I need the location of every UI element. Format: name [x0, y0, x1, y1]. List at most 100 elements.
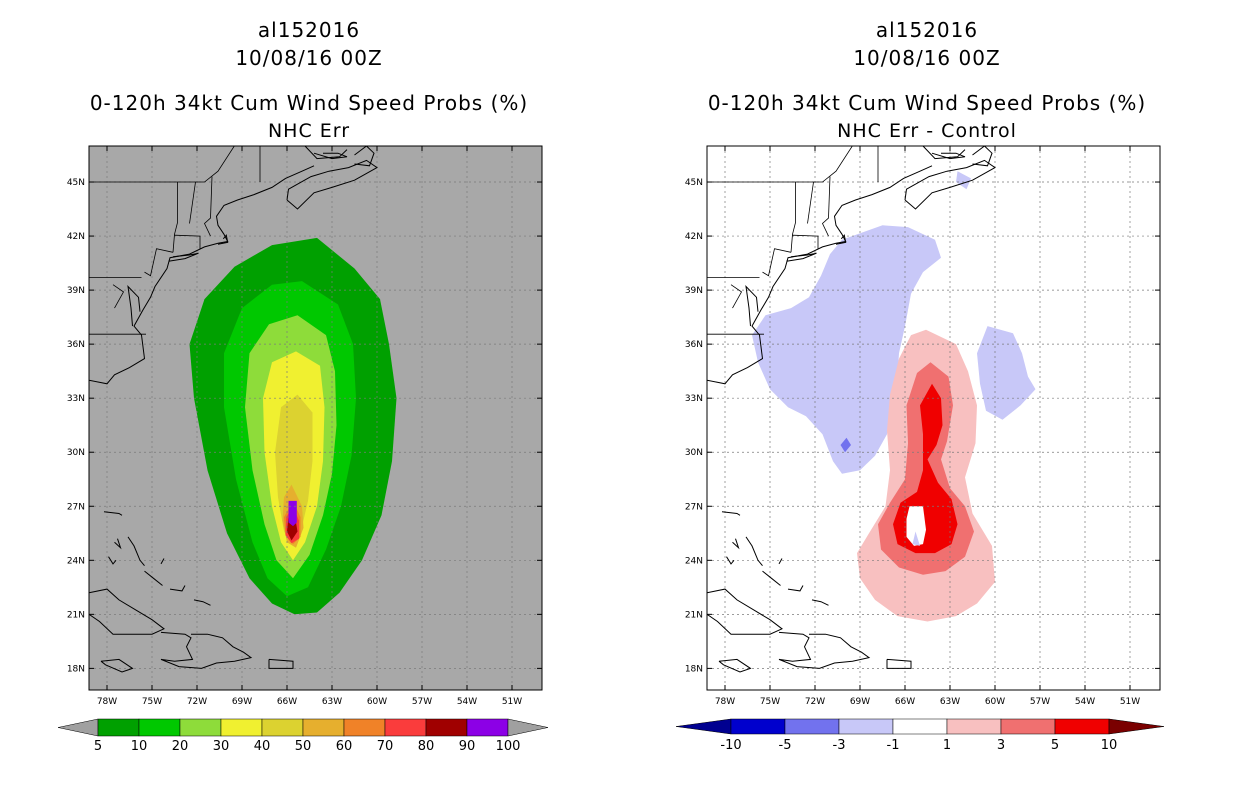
lon-label: 78W: [97, 697, 117, 707]
storm-id: al152016: [875, 18, 979, 42]
coastline: [89, 588, 165, 635]
colorbar-swatch: [97, 718, 140, 737]
colorbar-over-triangle: [507, 718, 549, 737]
colorbar: -10 -5 -3 -1 1 3 5 10: [675, 718, 1165, 753]
coastlines: [707, 146, 996, 673]
coastline: [972, 146, 993, 167]
difference-map: 45N 42N 39N 36N 33N 30N 27N 24N 21N 18N 78W 75W 72W 6…: [675, 145, 1165, 753]
probability-contours: [189, 237, 397, 615]
coastline: [835, 234, 847, 245]
coastline: [160, 558, 165, 565]
lon-label: 72W: [805, 697, 825, 707]
state-boundary: [807, 181, 814, 224]
colorbar-swatch: [466, 718, 509, 737]
colorbar-label: 90: [459, 739, 476, 754]
lat-label: 45N: [67, 178, 85, 188]
colorbar-label: 10: [1101, 738, 1118, 753]
colorbar-swatch: [384, 718, 427, 737]
coastline: [707, 165, 933, 385]
lat-label: 39N: [685, 286, 703, 296]
panel-nhc-err-minus-control: al152016 10/08/16 00Z 0-120h 34kt Cum Wi…: [618, 0, 1236, 800]
colorbar-label: 100: [496, 739, 521, 754]
lat-label: 36N: [685, 340, 703, 350]
colorbar-swatch: [220, 718, 263, 737]
colorbar-label: 5: [1051, 738, 1059, 753]
colorbar-over-triangle: [1108, 718, 1165, 735]
coastline: [904, 159, 996, 210]
coastline: [144, 570, 163, 586]
coastline: [787, 585, 804, 592]
colorbar-swatch: [892, 718, 948, 735]
lat-label: 39N: [67, 286, 85, 296]
colorbar-swatch: [838, 718, 894, 735]
datetime: 10/08/16 00Z: [235, 46, 383, 70]
state-boundary: [189, 181, 196, 224]
lon-label: 60W: [367, 697, 387, 707]
colorbar-swatch: [784, 718, 840, 735]
colorbar-under-triangle: [675, 718, 732, 735]
lat-label: 27N: [67, 502, 85, 512]
lon-label: 69W: [232, 697, 252, 707]
lat-label: 45N: [685, 178, 703, 188]
state-boundary: [762, 248, 792, 277]
colorbar-label: 30: [213, 739, 230, 754]
coastline: [193, 599, 211, 606]
diff-contour-neg: [977, 326, 1036, 420]
coastline: [268, 658, 294, 669]
colorbar-label: 80: [418, 739, 435, 754]
colorbar-swatch: [425, 718, 468, 737]
coastline: [778, 558, 783, 565]
colorbar-label: 70: [377, 739, 394, 754]
state-boundary: [790, 182, 796, 253]
coastline: [886, 658, 912, 669]
colorbar-swatch: [1054, 718, 1110, 735]
lat-label: 36N: [67, 340, 85, 350]
lon-label: 54W: [1075, 697, 1095, 707]
diff-contour-neg: [956, 171, 971, 190]
lat-label: 30N: [67, 448, 85, 458]
lat-label: 18N: [67, 664, 85, 674]
colorbar-label: 5: [94, 739, 102, 754]
diff-contour-zero: [906, 506, 926, 546]
lat-label: 30N: [685, 448, 703, 458]
coastline: [726, 556, 735, 565]
gridlines: [89, 146, 542, 690]
state-boundary: [822, 176, 831, 237]
colorbar-swatch: [179, 718, 222, 737]
state-boundary: [144, 248, 174, 277]
coastline: [160, 631, 253, 669]
colorbar-label: 1: [943, 738, 951, 753]
coastline: [707, 588, 783, 635]
datetime: 10/08/16 00Z: [853, 46, 1001, 70]
lon-label: 63W: [940, 697, 960, 707]
colorbar-swatch: [138, 718, 181, 737]
lat-label: 42N: [685, 232, 703, 242]
lat-label: 21N: [67, 610, 85, 620]
colorbar-under-triangle: [57, 718, 99, 737]
lon-label: 51W: [1120, 697, 1140, 707]
colorbar-label: 3: [997, 738, 1005, 753]
state-boundary: [792, 234, 819, 249]
coastline: [168, 252, 199, 262]
state-boundary: [707, 146, 853, 183]
diff-contour-neg: [752, 225, 941, 474]
lon-label: 57W: [412, 697, 432, 707]
lat-label: 24N: [685, 556, 703, 566]
lat-label: 42N: [67, 232, 85, 242]
lon-label: 57W: [1030, 697, 1050, 707]
colorbar-swatch: [343, 718, 386, 737]
diff-contour-neg: [840, 437, 851, 453]
colorbar-label: 50: [295, 739, 312, 754]
coastline: [354, 146, 375, 167]
coastline: [286, 159, 378, 210]
coastline: [745, 536, 763, 567]
map-frame: [88, 145, 543, 691]
coastline: [127, 536, 145, 567]
colorbar-swatch: [946, 718, 1002, 735]
coastline: [786, 252, 817, 262]
colorbar-label: 10: [131, 739, 148, 754]
coastline: [778, 631, 871, 669]
colorbar-label: 40: [254, 739, 271, 754]
colorbar-label: -10: [720, 738, 741, 753]
coastline: [745, 285, 759, 327]
